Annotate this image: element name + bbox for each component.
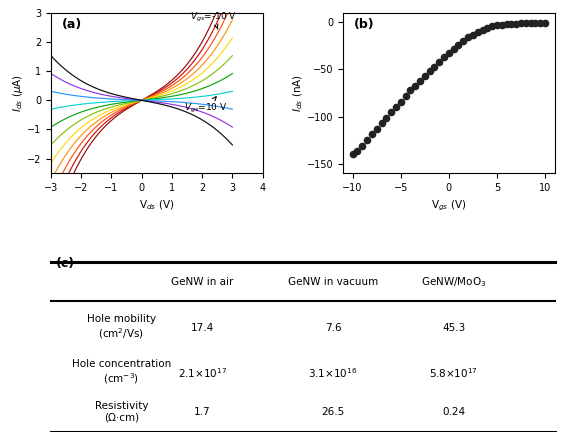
Text: 5.8×10$^{17}$: 5.8×10$^{17}$	[430, 366, 478, 380]
Text: 2.1×10$^{17}$: 2.1×10$^{17}$	[178, 366, 226, 380]
Text: 26.5: 26.5	[321, 407, 345, 416]
Text: 1.7: 1.7	[194, 407, 211, 416]
Text: Hole mobility
(cm$^2$/Vs): Hole mobility (cm$^2$/Vs)	[87, 314, 156, 341]
Y-axis label: $I_{ds}$ ($\mu$A): $I_{ds}$ ($\mu$A)	[11, 74, 25, 112]
Text: (a): (a)	[62, 18, 82, 31]
Text: Resistivity
(Ω·cm): Resistivity (Ω·cm)	[95, 401, 148, 422]
X-axis label: V$_{ds}$ (V): V$_{ds}$ (V)	[139, 198, 174, 212]
Text: GeNW/MoO$_3$: GeNW/MoO$_3$	[421, 275, 487, 289]
Text: 45.3: 45.3	[442, 323, 466, 333]
Text: GeNW in air: GeNW in air	[171, 277, 233, 287]
Text: GeNW in vacuum: GeNW in vacuum	[288, 277, 378, 287]
Text: 3.1×10$^{16}$: 3.1×10$^{16}$	[308, 366, 358, 380]
Text: (c): (c)	[56, 257, 75, 270]
Text: 7.6: 7.6	[325, 323, 341, 333]
Text: 0.24: 0.24	[443, 407, 465, 416]
Text: $V_{gs}$=-10 V: $V_{gs}$=-10 V	[190, 11, 237, 29]
Text: 17.4: 17.4	[190, 323, 214, 333]
X-axis label: V$_{gs}$ (V): V$_{gs}$ (V)	[431, 198, 466, 213]
Y-axis label: $I_{ds}$ (nA): $I_{ds}$ (nA)	[291, 74, 305, 112]
Text: Hole concentration
(cm$^{-3}$): Hole concentration (cm$^{-3}$)	[72, 359, 171, 387]
Text: $V_{gs}$=10 V: $V_{gs}$=10 V	[184, 97, 228, 115]
Text: (b): (b)	[354, 18, 374, 31]
